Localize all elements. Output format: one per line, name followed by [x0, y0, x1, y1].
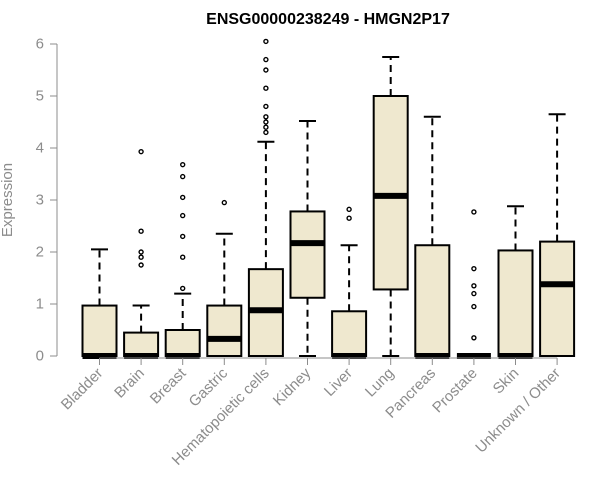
outlier-point — [471, 265, 477, 272]
outlier-point — [179, 254, 186, 260]
outlier-point — [346, 206, 352, 213]
y-tick-label: 3 — [36, 192, 44, 209]
iqr-box — [289, 210, 326, 299]
outlier-point — [179, 285, 186, 292]
iqr-box — [123, 331, 160, 358]
y-tick-label: 5 — [36, 88, 44, 105]
x-tick-label: Brain — [111, 365, 148, 402]
box-bladder — [81, 248, 118, 359]
outlier-point — [471, 283, 477, 289]
outlier-point — [138, 254, 144, 260]
outlier-point — [179, 161, 186, 168]
box-unknown-other — [539, 113, 576, 358]
outlier-point — [263, 119, 269, 125]
outlier-point — [263, 67, 269, 73]
plot-area — [81, 38, 576, 359]
box-brain — [123, 148, 160, 359]
box-prostate — [456, 209, 491, 359]
outlier-point — [179, 194, 186, 201]
outlier-point — [138, 228, 144, 234]
outlier-point — [263, 85, 269, 91]
outlier-point — [263, 124, 269, 130]
x-tick-label: Kidney — [270, 364, 315, 409]
outlier-point — [179, 173, 186, 180]
outlier-point — [179, 212, 186, 219]
outlier-point — [263, 103, 269, 110]
iqr-box — [331, 310, 368, 357]
outlier-point — [138, 148, 144, 155]
outlier-point — [138, 249, 144, 255]
x-tick-label: Prostate — [429, 365, 481, 417]
y-axis: 0 1 2 3 4 5 6 — [36, 36, 58, 365]
y-tick-label: 4 — [36, 140, 44, 157]
box-liver — [331, 206, 368, 359]
chart-title: ENSG00000238249 - HMGN2P17 — [206, 11, 450, 28]
box-gastric — [206, 199, 243, 357]
x-tick-label: Lung — [362, 365, 398, 401]
x-tick-label: Skin — [490, 365, 523, 398]
x-tick-label: Bladder — [58, 365, 107, 414]
box-lung — [372, 56, 409, 357]
iqr-box — [81, 304, 118, 357]
x-tick-label: Breast — [147, 364, 190, 407]
outlier-point — [471, 303, 477, 310]
iqr-box — [497, 249, 534, 357]
outlier-point — [263, 38, 269, 45]
outlier-point — [263, 56, 269, 63]
outlier-point — [221, 199, 228, 206]
box-hematopoietic-cells — [247, 38, 284, 357]
iqr-box — [414, 244, 451, 358]
outlier-point — [471, 290, 477, 297]
box-pancreas — [414, 115, 451, 359]
y-tick-label: 2 — [36, 244, 44, 261]
box-kidney — [289, 119, 326, 357]
outlier-point — [263, 129, 269, 136]
outlier-point — [346, 215, 352, 221]
iqr-box — [206, 304, 243, 357]
x-tick-label: Liver — [321, 365, 356, 400]
outlier-point — [471, 335, 477, 341]
iqr-box — [164, 329, 201, 357]
y-tick-label: 1 — [36, 296, 44, 313]
y-tick-label: 6 — [36, 36, 44, 53]
y-axis-label: Expression — [0, 163, 16, 237]
iqr-box — [539, 240, 576, 358]
box-breast — [164, 161, 201, 359]
outlier-point — [471, 209, 477, 215]
box-skin — [497, 205, 534, 359]
outlier-point — [179, 233, 186, 240]
outlier-point — [138, 262, 144, 268]
iqr-box — [372, 95, 409, 291]
outlier-point — [263, 114, 269, 120]
y-tick-label: 0 — [36, 348, 44, 365]
